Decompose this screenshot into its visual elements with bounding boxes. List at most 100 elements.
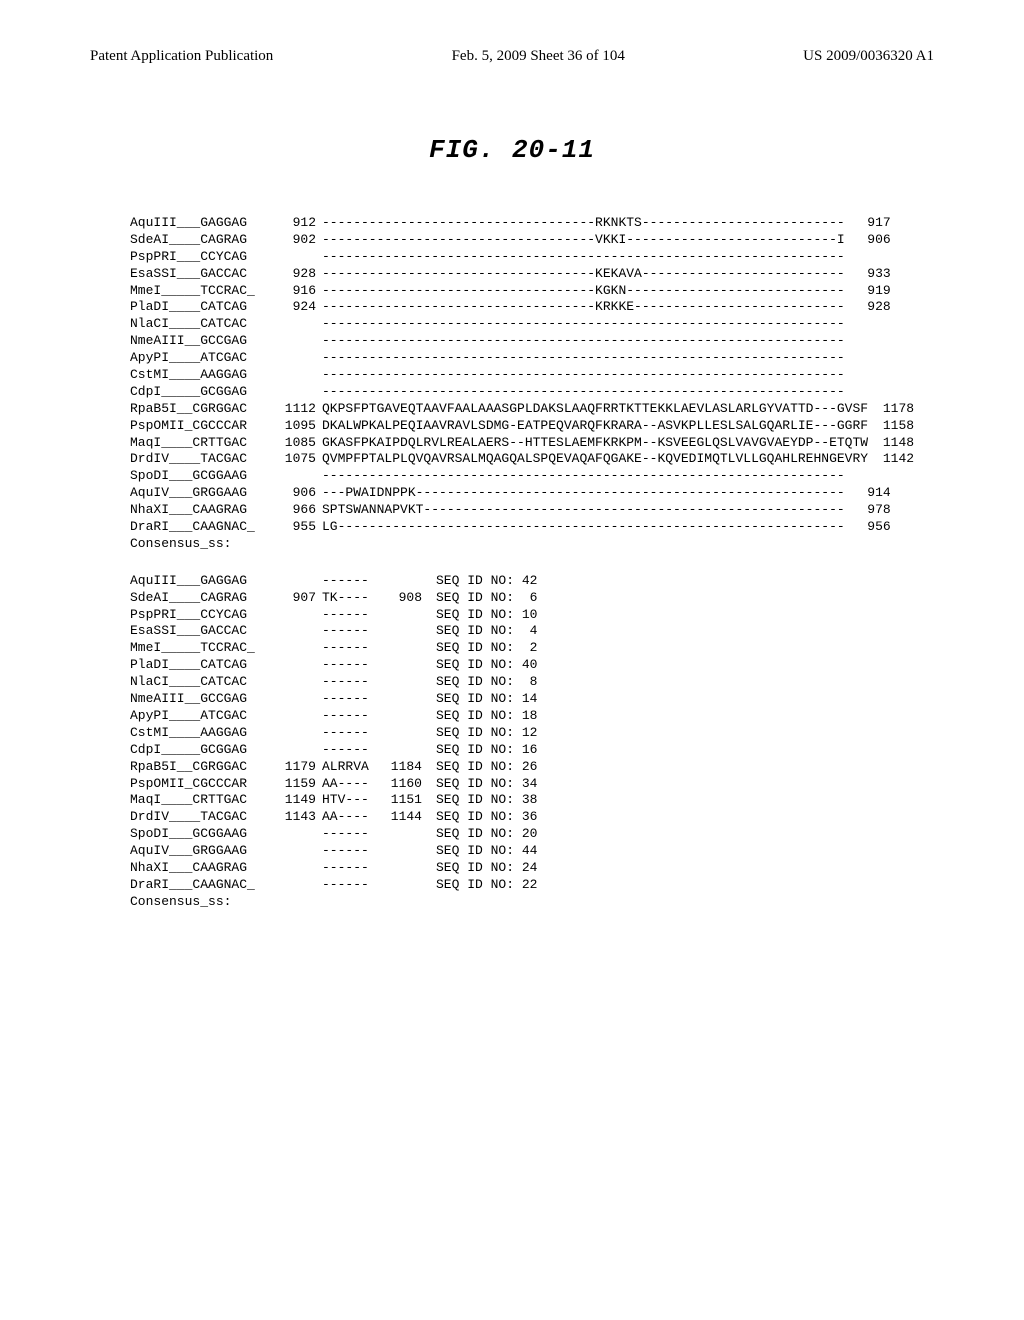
alignment-row: PspOMII_CGCCCAR1095DKALWPKALPEQIAAVRAVLS… — [130, 418, 1024, 435]
sequence-text: ----------------------------------------… — [322, 316, 845, 333]
alignment-row: CdpI_____GCGGAG -------------------------… — [130, 384, 1024, 401]
sequence-text: ------ — [322, 674, 376, 691]
end-position — [845, 384, 891, 401]
alignment-row: Consensus_ss: — [130, 894, 1024, 911]
sequence-text: DKALWPKALPEQIAAVRAVLSDMG-EATPEQVARQFKRAR… — [322, 418, 868, 435]
end-position: 1148 — [868, 435, 914, 452]
start-position: 1159 — [280, 776, 322, 793]
end-position: 1178 — [868, 401, 914, 418]
start-position: 1095 — [280, 418, 322, 435]
sequence-name: MaqI____CRTTGAC — [130, 792, 280, 809]
sequence-name: DrdIV____TACGAC — [130, 809, 280, 826]
end-position — [322, 536, 368, 553]
alignment-row: SpoDI___GCGGAAG-------------------------… — [130, 468, 1024, 485]
seq-id-label — [422, 894, 436, 911]
sequence-text: ------ — [322, 725, 376, 742]
sequence-name: AquIII___GAGGAG — [130, 215, 280, 232]
sequence-text: TK---- — [322, 590, 376, 607]
seq-id-label: SEQ ID NO: 20 — [422, 826, 537, 843]
start-position — [280, 536, 322, 553]
sequence-name: Consensus_ss: — [130, 894, 280, 911]
sequence-text: ------ — [322, 708, 376, 725]
page-header: Patent Application Publication Feb. 5, 2… — [0, 0, 1024, 65]
sequence-name: NmeAIII__GCCGAG — [130, 333, 280, 350]
sequence-text: ------ — [322, 826, 376, 843]
alignment-row: PlaDI____CATCAG924----------------------… — [130, 299, 1024, 316]
alignment-row: CstMI____AAGGAG------SEQ ID NO: 12 — [130, 725, 1024, 742]
alignment-row: NmeAIII__GCCGAG------SEQ ID NO: 14 — [130, 691, 1024, 708]
seq-id-label: SEQ ID NO: 22 — [422, 877, 537, 894]
end-position: 928 — [845, 299, 891, 316]
end-position — [845, 468, 891, 485]
sequence-name: ApyPI____ATCGAC — [130, 708, 280, 725]
start-position — [280, 725, 322, 742]
start-position — [280, 860, 322, 877]
alignment-row: Consensus_ss: — [130, 536, 1024, 553]
start-position — [280, 843, 322, 860]
end-position — [845, 249, 891, 266]
sequence-name: DraRI___CAAGNAC_ — [130, 519, 280, 536]
sequence-name: CdpI_____GCGGAG — [130, 384, 280, 401]
sequence-text: ----------------------------------------… — [322, 384, 845, 401]
start-position: 907 — [280, 590, 322, 607]
alignment-row: CstMI____AAGGAG-------------------------… — [130, 367, 1024, 384]
start-position — [280, 691, 322, 708]
sequence-text: QKPSFPTGAVEQTAAVFAALAAASGPLDAKSLAAQFRRTK… — [322, 401, 868, 418]
seq-id-label: SEQ ID NO: 4 — [422, 623, 537, 640]
seq-id-label: SEQ ID NO: 40 — [422, 657, 537, 674]
alignment-row: PspPRI___CCYCAG------SEQ ID NO: 10 — [130, 607, 1024, 624]
sequence-text: SPTSWANNAPVKT---------------------------… — [322, 502, 845, 519]
start-position: 928 — [280, 266, 322, 283]
sequence-text: ------ — [322, 860, 376, 877]
end-position — [376, 877, 422, 894]
alignment-row: DraRI___CAAGNAC_955LG-------------------… — [130, 519, 1024, 536]
sequence-name: SdeAI____CAGRAG — [130, 590, 280, 607]
sequence-name: MmeI_____TCCRAC_ — [130, 640, 280, 657]
sequence-text: GKASFPKAIPDQLRVLREALAERS--HTTESLAEMFKRKP… — [322, 435, 868, 452]
alignment-row: NlaCI____CATCAC------SEQ ID NO: 8 — [130, 674, 1024, 691]
start-position: 1179 — [280, 759, 322, 776]
sequence-name: DraRI___CAAGNAC_ — [130, 877, 280, 894]
sequence-text: ALRRVA — [322, 759, 376, 776]
start-position: 955 — [280, 519, 322, 536]
sequence-name: NhaXI___CAAGRAG — [130, 502, 280, 519]
start-position — [280, 316, 322, 333]
end-position — [845, 367, 891, 384]
start-position: 1149 — [280, 792, 322, 809]
alignment-row: PlaDI____CATCAG------SEQ ID NO: 40 — [130, 657, 1024, 674]
sequence-name: EsaSSI___GACCAC — [130, 266, 280, 283]
start-position — [280, 350, 322, 367]
end-position: 908 — [376, 590, 422, 607]
end-position — [845, 316, 891, 333]
start-position — [280, 742, 322, 759]
end-position — [376, 657, 422, 674]
sequence-name: CstMI____AAGGAG — [130, 725, 280, 742]
alignment-row: MaqI____CRTTGAC1085GKASFPKAIPDQLRVLREALA… — [130, 435, 1024, 452]
alignment-row: DraRI___CAAGNAC_ ------ SEQ ID NO: 22 — [130, 877, 1024, 894]
seq-id-label: SEQ ID NO: 44 — [422, 843, 537, 860]
start-position — [280, 877, 322, 894]
sequence-text: -----------------------------------KRKKE… — [322, 299, 845, 316]
start-position — [280, 333, 322, 350]
alignment-row: EsaSSI___GACCAC------SEQ ID NO: 4 — [130, 623, 1024, 640]
end-position — [376, 708, 422, 725]
sequence-name: NmeAIII__GCCGAG — [130, 691, 280, 708]
end-position — [376, 843, 422, 860]
sequence-name: Consensus_ss: — [130, 536, 280, 553]
end-position: 917 — [845, 215, 891, 232]
sequence-text: LG--------------------------------------… — [322, 519, 845, 536]
sequence-name: RpaB5I__CGRGGAC — [130, 401, 280, 418]
sequence-name: MmeI_____TCCRAC_ — [130, 283, 280, 300]
sequence-text: ------ — [322, 623, 376, 640]
seq-id-label: SEQ ID NO: 10 — [422, 607, 537, 624]
sequence-text: ------ — [322, 607, 376, 624]
sequence-text — [322, 894, 376, 911]
sequence-name: SpoDI___GCGGAAG — [130, 468, 280, 485]
alignment-row: NmeAIII__GCCGAG-------------------------… — [130, 333, 1024, 350]
alignment-row: MmeI_____TCCRAC_------SEQ ID NO: 2 — [130, 640, 1024, 657]
start-position — [280, 468, 322, 485]
alignment-row: AquIII___GAGGAG912----------------------… — [130, 215, 1024, 232]
sequence-text: ------ — [322, 877, 376, 894]
start-position: 912 — [280, 215, 322, 232]
sequence-name: DrdIV____TACGAC — [130, 451, 280, 468]
